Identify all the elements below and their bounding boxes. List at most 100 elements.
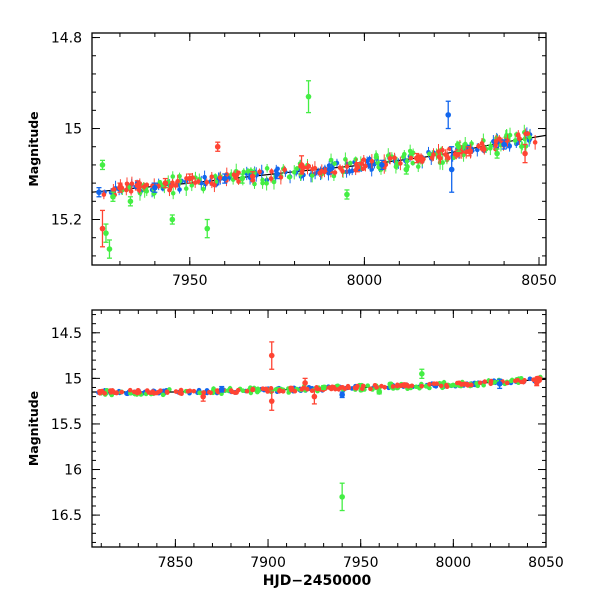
data-point [534, 375, 539, 381]
data-point [504, 133, 510, 139]
data-point [522, 150, 528, 157]
data-point [353, 157, 359, 162]
data-point [317, 170, 323, 176]
data-point [368, 386, 373, 392]
data-point [409, 383, 415, 389]
data-point [162, 180, 169, 186]
data-point [175, 178, 180, 184]
data-point [269, 169, 274, 174]
data-point [360, 383, 366, 389]
data-point [448, 166, 455, 173]
data-point [403, 166, 410, 173]
data-point [368, 164, 374, 170]
data-point [197, 390, 202, 396]
data-point [518, 375, 524, 381]
data-point [124, 187, 129, 193]
x-tick-label: 8000 [347, 273, 383, 289]
data-point [268, 386, 274, 391]
axis-ticks [92, 310, 547, 547]
data-point [208, 390, 213, 396]
data-point [201, 186, 206, 192]
data-point [447, 146, 452, 151]
data-point [228, 388, 234, 393]
data-point [392, 155, 397, 161]
data-point [134, 390, 140, 396]
data-point [326, 385, 332, 390]
data-point [177, 187, 182, 192]
data-point [299, 386, 305, 392]
data-point [158, 388, 163, 393]
data-point [445, 112, 452, 118]
data-point [152, 184, 158, 191]
data-point [111, 187, 117, 192]
data-point [339, 494, 345, 500]
data-point [515, 377, 520, 383]
y-tick-label: 16 [64, 463, 82, 479]
x-tick-label: 7950 [172, 273, 208, 289]
data-point [459, 382, 464, 387]
data-point [209, 181, 215, 186]
data-point [268, 176, 274, 181]
x-tick-label: 7850 [158, 555, 194, 571]
data-point [178, 387, 184, 393]
data-point [306, 163, 312, 169]
data-point [349, 168, 355, 174]
data-point [440, 160, 445, 165]
data-point [462, 141, 468, 147]
x-tick-label: 7950 [343, 555, 379, 571]
data-point [427, 385, 432, 391]
data-point [264, 181, 269, 186]
data-point [289, 385, 295, 391]
data-point [144, 182, 150, 188]
data-point [379, 162, 385, 168]
data-point [268, 398, 275, 404]
data-point [117, 184, 123, 191]
data-point [465, 381, 470, 387]
data-point [127, 387, 133, 393]
data-point [294, 166, 300, 171]
data-points [96, 80, 528, 259]
data-point [344, 191, 350, 198]
data-point [527, 135, 532, 140]
x-axis-label: HJD−2450000 [263, 573, 372, 589]
data-point [233, 175, 239, 181]
data-point [481, 145, 486, 150]
data-point [444, 382, 449, 388]
data-point [361, 157, 367, 163]
data-point [170, 174, 176, 179]
data-point [443, 152, 448, 157]
data-point [496, 381, 503, 387]
data-point [440, 147, 445, 153]
top-panel: 7950 8000 8050 14.8 15 15.2 Magnitude [26, 31, 557, 289]
data-point [383, 162, 389, 168]
data-point [449, 383, 455, 388]
data-point [326, 166, 333, 173]
data-point [164, 390, 170, 395]
plot-area [92, 80, 546, 259]
data-point [332, 170, 338, 175]
data-point [376, 389, 383, 395]
data-point [504, 380, 510, 386]
data-point [469, 382, 474, 388]
data-point [374, 385, 379, 390]
data-point [264, 166, 270, 171]
x-tick-label: 8050 [521, 273, 557, 289]
data-point [173, 183, 178, 188]
data-point [496, 136, 502, 142]
data-point [431, 381, 437, 387]
y-tick-label: 16.5 [51, 508, 82, 524]
data-point [438, 383, 444, 389]
data-point [454, 151, 459, 157]
data-point [398, 161, 403, 166]
data-point [401, 154, 406, 160]
data-point [328, 157, 334, 163]
data-point [517, 136, 522, 141]
data-point [320, 384, 327, 391]
data-point [419, 383, 425, 389]
data-point [204, 180, 210, 185]
y-tick-label: 14.5 [51, 326, 82, 342]
x-tick-label: 8000 [436, 555, 472, 571]
data-point [347, 160, 353, 166]
data-point [311, 393, 318, 400]
data-point [257, 169, 262, 175]
